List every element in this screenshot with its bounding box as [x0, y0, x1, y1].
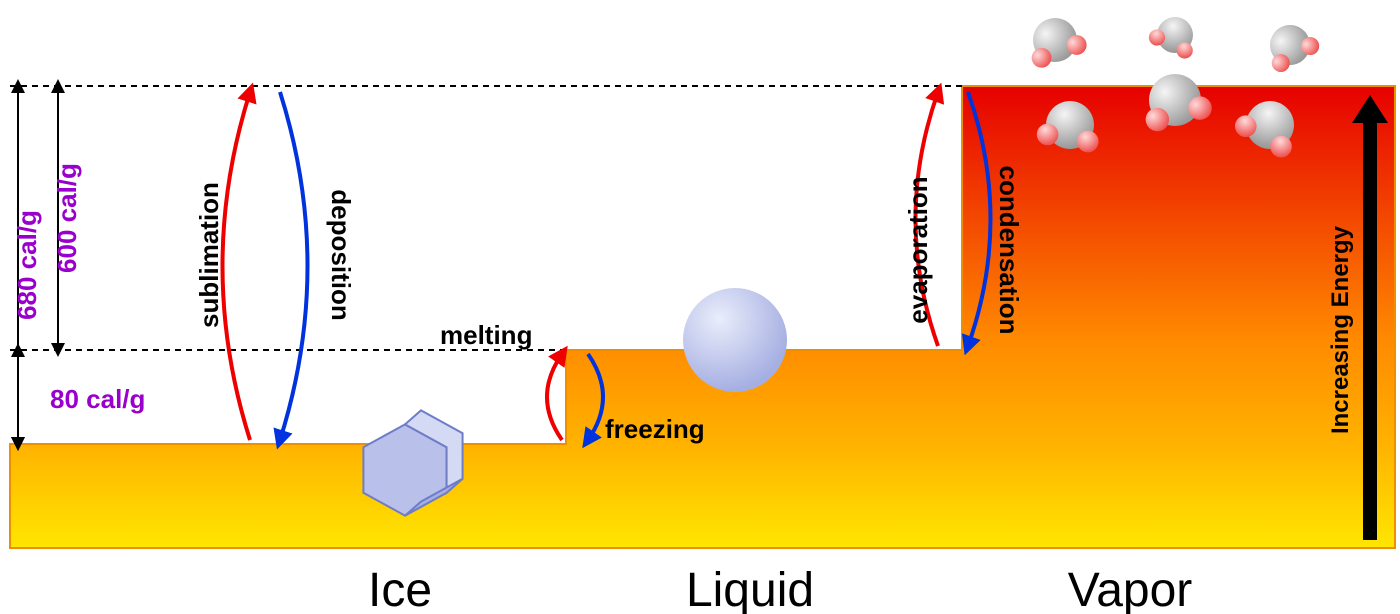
deposition-arrow	[280, 92, 308, 440]
phase-diagram: 680 cal/g 600 cal/g 80 cal/g sublimation…	[0, 0, 1400, 614]
sublimation-label: sublimation	[194, 182, 224, 328]
energy-value-680: 680 cal/g	[12, 210, 42, 320]
deposition-label: deposition	[326, 189, 356, 320]
melting-label: melting	[440, 320, 532, 350]
phase-label-liquid: Liquid	[686, 564, 814, 614]
energy-value-80: 80 cal/g	[50, 384, 145, 414]
phase-label-vapor: Vapor	[1068, 564, 1193, 614]
phase-label-ice: Ice	[368, 564, 432, 614]
condensation-label: condensation	[994, 165, 1024, 334]
melting-arrow	[547, 354, 562, 440]
liquid-drop-icon	[683, 288, 787, 392]
increasing-energy-label: Increasing Energy	[1327, 225, 1354, 434]
energy-value-600: 600 cal/g	[52, 163, 82, 273]
freezing-label: freezing	[605, 414, 705, 444]
evaporation-label: evaporation	[903, 176, 933, 323]
sublimation-arrow	[223, 92, 251, 440]
